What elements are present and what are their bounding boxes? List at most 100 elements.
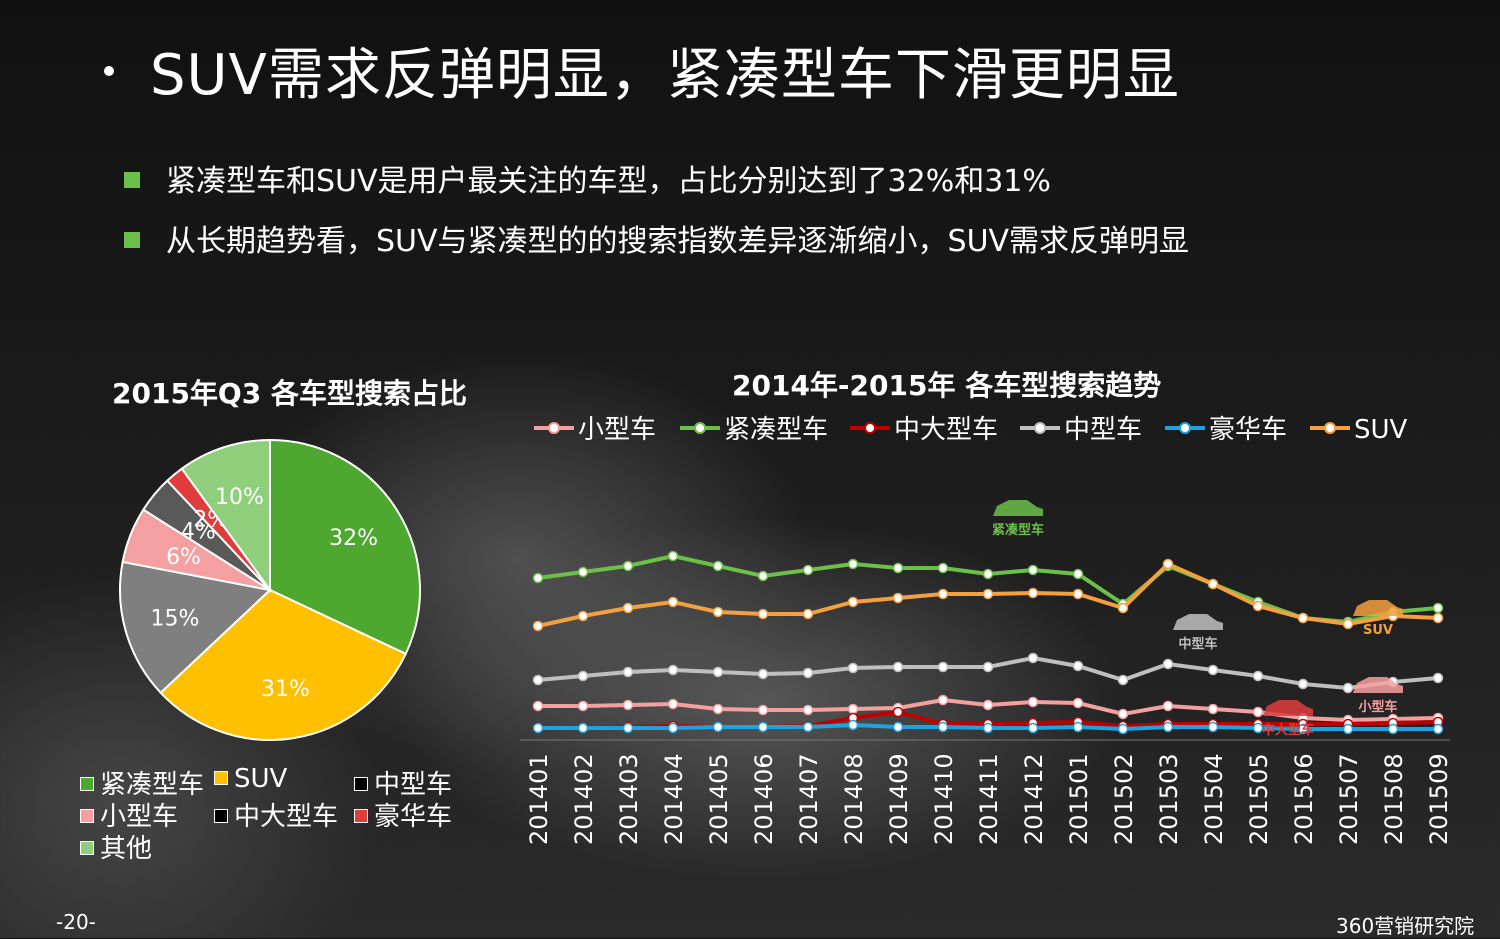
line-legend-label-4: 豪华车: [1209, 415, 1287, 445]
series-0-point-16: [1252, 706, 1264, 718]
series-1-point-20: [1432, 602, 1444, 614]
series-4-point-20: [1432, 723, 1444, 735]
series-4-point-13: [1117, 723, 1129, 735]
series-5-point-17: [1297, 612, 1309, 624]
legend-swatch-6: [80, 840, 94, 855]
x-tick-label-4: 201405: [705, 753, 733, 845]
series-1-point-4: [712, 560, 724, 572]
series-1-point-12: [1072, 568, 1084, 580]
slide-title: SUV需求反弹明显，紧凑型车下滑更明显: [104, 30, 1180, 111]
legend-label-6: 其他: [100, 834, 153, 864]
bullet-text-2: 从长期趋势看，SUV与紧凑型的的搜索指数差异逐渐缩小，SUV需求反弹明显: [166, 224, 1190, 259]
series-4-point-8: [892, 721, 904, 733]
series-5-point-3: [667, 596, 679, 608]
series-4-point-16: [1252, 722, 1264, 734]
series-3-point-4: [712, 666, 724, 678]
series-4-point-2: [622, 722, 634, 734]
series-5-point-5: [757, 608, 769, 620]
pie-label-2: 15%: [150, 607, 199, 632]
x-tick-label-14: 201503: [1155, 753, 1183, 845]
legend-swatch-5: [354, 808, 368, 823]
x-tick-label-1: 201402: [570, 753, 598, 845]
series-3-point-15: [1207, 664, 1219, 676]
series-5-point-11: [1027, 587, 1039, 599]
series-0-point-0: [532, 700, 544, 712]
x-tick-label-13: 201502: [1110, 753, 1138, 845]
pie-chart: 32%31%15%6%4%2%10%: [119, 438, 421, 741]
series-4-point-14: [1162, 721, 1174, 733]
square-bullet-icon: [124, 231, 140, 248]
series-5-point-4: [712, 606, 724, 618]
car-annotation-label-1: 中型车: [1178, 636, 1217, 652]
line-legend-marker-5: [1324, 422, 1336, 434]
series-1-point-7: [847, 558, 859, 570]
series-5-point-6: [802, 608, 814, 620]
legend-label-0: 紧凑型车: [100, 770, 205, 800]
series-1-point-1: [577, 566, 589, 578]
x-tick-label-19: 201508: [1380, 753, 1408, 845]
pie-slice-6: [180, 438, 271, 594]
series-0-point-11: [1027, 696, 1039, 708]
series-0-point-1: [577, 700, 589, 712]
line-legend-label-3: 中型车: [1064, 415, 1142, 445]
series-4-point-15: [1207, 721, 1219, 733]
x-tick-label-8: 201409: [885, 753, 913, 845]
series-4-point-11: [1027, 722, 1039, 734]
brand-logo-text: 360营销研究院: [1336, 914, 1475, 938]
x-tick-label-9: 201410: [930, 753, 958, 845]
series-5-point-7: [847, 596, 859, 608]
x-tick-label-20: 201509: [1425, 753, 1453, 845]
slide-title-text: SUV需求反弹明显，紧凑型车下滑更明显: [150, 43, 1180, 108]
x-tick-label-12: 201501: [1065, 753, 1093, 845]
line-legend-label-5: SUV: [1354, 415, 1408, 445]
series-5-point-10: [982, 588, 994, 600]
line-legend-label-1: 紧凑型车: [724, 415, 828, 445]
x-tick-label-6: 201407: [795, 753, 823, 845]
series-3-point-11: [1027, 652, 1039, 664]
series-3-point-17: [1297, 678, 1309, 690]
car-icon: [1353, 677, 1403, 693]
series-5-point-16: [1252, 600, 1264, 612]
pie-slice-1: [159, 588, 408, 741]
series-4-point-12: [1072, 721, 1084, 733]
legend-swatch-4: [214, 808, 228, 823]
x-tick-label-18: 201507: [1335, 753, 1363, 845]
pie-label-3: 6%: [166, 545, 201, 570]
series-3-point-20: [1432, 672, 1444, 684]
series-3-point-16: [1252, 670, 1264, 682]
x-tick-label-16: 201505: [1245, 753, 1273, 845]
series-3-point-12: [1072, 660, 1084, 672]
series-4-point-3: [667, 722, 679, 734]
series-5-point-14: [1162, 558, 1174, 570]
series-1-point-10: [982, 568, 994, 580]
series-3-point-6: [802, 667, 814, 679]
title-bullet-icon: [104, 65, 114, 76]
x-tick-label-17: 201506: [1290, 753, 1318, 845]
series-4-point-19: [1387, 723, 1399, 735]
car-icon: [1263, 700, 1313, 716]
series-4-point-9: [937, 721, 949, 733]
legend-label-4: 中大型车: [234, 802, 339, 832]
legend-item-2: 中型车: [354, 764, 452, 801]
line-legend-marker-0: [548, 422, 560, 434]
series-0-point-13: [1117, 708, 1129, 720]
car-icon: [993, 500, 1043, 516]
series-3-point-7: [847, 662, 859, 674]
series-4-point-4: [712, 721, 724, 733]
series-2-point-8: [892, 706, 904, 718]
series-5-point-1: [577, 610, 589, 622]
series-5-point-18: [1342, 618, 1354, 630]
series-3-point-13: [1117, 674, 1129, 686]
car-icon: [1173, 614, 1223, 630]
series-0-point-4: [712, 703, 724, 715]
car-annotation-label-4: 小型车: [1358, 699, 1397, 715]
series-0-point-7: [847, 703, 859, 715]
series-5-point-8: [892, 592, 904, 604]
pie-label-0: 32%: [329, 526, 378, 551]
series-1-point-6: [802, 564, 814, 576]
series-0-point-14: [1162, 700, 1174, 712]
x-tick-label-0: 201401: [525, 753, 553, 845]
series-3-point-14: [1162, 658, 1174, 670]
series-0-point-9: [937, 694, 949, 706]
x-tick-label-10: 201411: [975, 753, 1003, 845]
